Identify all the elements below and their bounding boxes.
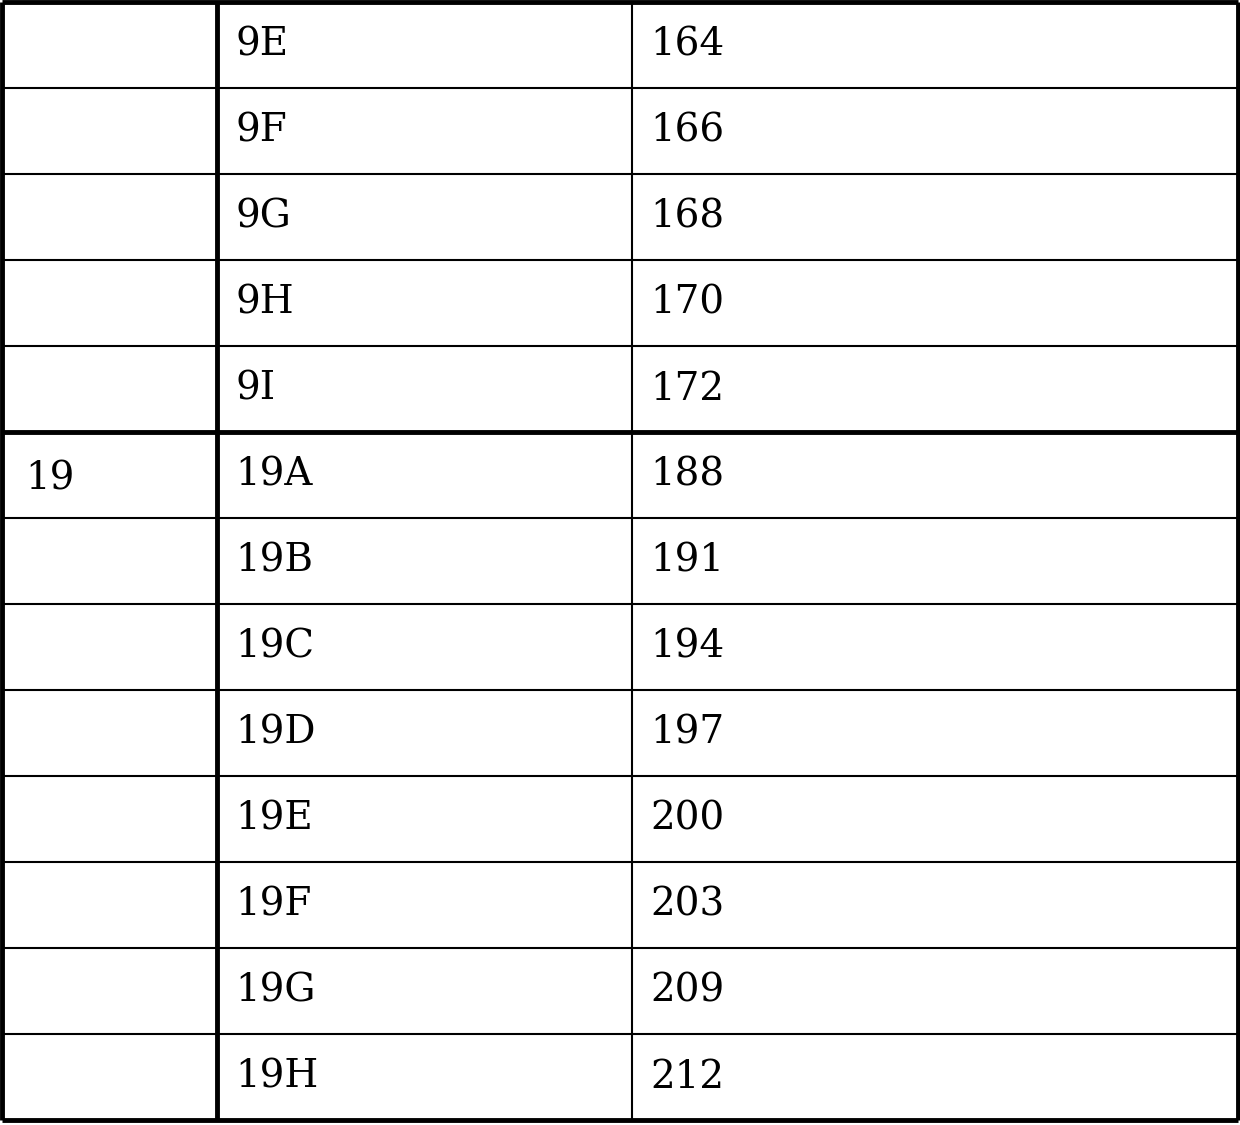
- Text: 209: 209: [650, 972, 724, 1009]
- Text: 9G: 9G: [236, 198, 290, 235]
- Text: 166: 166: [650, 112, 724, 150]
- Text: 19A: 19A: [236, 457, 312, 494]
- Text: 191: 191: [650, 542, 724, 579]
- Text: 200: 200: [650, 801, 724, 837]
- Text: 172: 172: [650, 370, 724, 407]
- Text: 168: 168: [650, 198, 724, 235]
- Text: 170: 170: [650, 285, 724, 322]
- Text: 197: 197: [650, 714, 724, 752]
- Text: 19B: 19B: [236, 542, 312, 579]
- Text: 19D: 19D: [236, 714, 315, 752]
- Text: 19G: 19G: [236, 972, 315, 1009]
- Text: 164: 164: [650, 27, 724, 63]
- Text: 194: 194: [650, 629, 724, 666]
- Text: 9E: 9E: [236, 27, 288, 63]
- Text: 188: 188: [650, 457, 724, 494]
- Text: 19: 19: [25, 461, 74, 497]
- Text: 19C: 19C: [236, 629, 314, 666]
- Text: 19F: 19F: [236, 886, 311, 924]
- Text: 9H: 9H: [236, 285, 294, 322]
- Text: 212: 212: [650, 1059, 724, 1096]
- Text: 203: 203: [650, 886, 724, 924]
- Text: 19H: 19H: [236, 1059, 319, 1096]
- Text: 9F: 9F: [236, 112, 286, 150]
- Text: 19E: 19E: [236, 801, 312, 837]
- Text: 9I: 9I: [236, 370, 275, 407]
